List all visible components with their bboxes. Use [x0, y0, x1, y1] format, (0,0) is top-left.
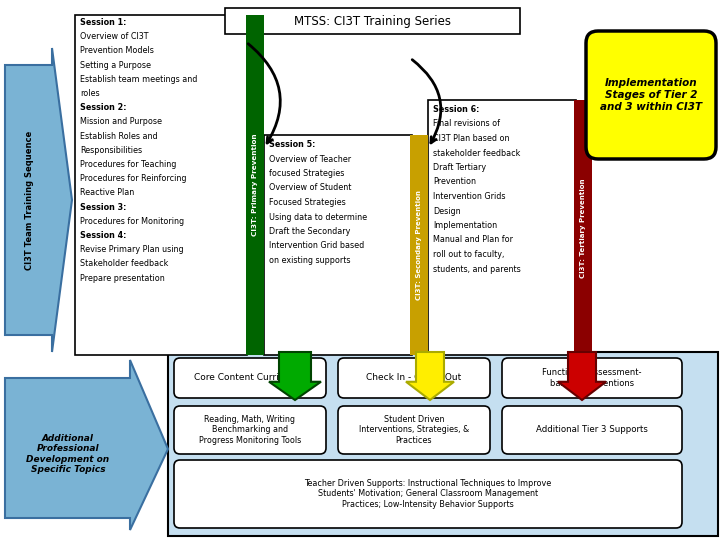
- Text: Establish Roles and: Establish Roles and: [80, 132, 158, 140]
- Text: Prevention Models: Prevention Models: [80, 46, 154, 56]
- Text: Session 6:: Session 6:: [433, 105, 480, 114]
- Text: CI3T: Tertiary Prevention: CI3T: Tertiary Prevention: [580, 178, 586, 278]
- Text: Session 2:: Session 2:: [80, 103, 127, 112]
- Text: CI3T Plan based on: CI3T Plan based on: [433, 134, 510, 143]
- Text: Revise Primary Plan using: Revise Primary Plan using: [80, 245, 184, 254]
- Text: Procedures for Teaching: Procedures for Teaching: [80, 160, 176, 169]
- Text: Stakeholder feedback: Stakeholder feedback: [80, 259, 168, 268]
- Text: Prevention: Prevention: [433, 178, 476, 186]
- Text: Implementation
Stages of Tier 2
and 3 within CI3T: Implementation Stages of Tier 2 and 3 wi…: [600, 78, 702, 112]
- Text: Overview of CI3T: Overview of CI3T: [80, 32, 148, 41]
- Text: Manual and Plan for: Manual and Plan for: [433, 235, 513, 245]
- Text: Session 1:: Session 1:: [80, 18, 127, 27]
- Polygon shape: [5, 360, 168, 530]
- FancyBboxPatch shape: [502, 406, 682, 454]
- FancyBboxPatch shape: [586, 31, 716, 159]
- Bar: [246, 15, 264, 355]
- FancyBboxPatch shape: [502, 358, 682, 398]
- Text: students, and parents: students, and parents: [433, 265, 521, 273]
- FancyBboxPatch shape: [174, 358, 326, 398]
- Text: Procedures for Monitoring: Procedures for Monitoring: [80, 217, 184, 226]
- Text: Session 5:: Session 5:: [269, 140, 315, 149]
- Text: Mission and Purpose: Mission and Purpose: [80, 117, 162, 126]
- Text: Intervention Grid based: Intervention Grid based: [269, 241, 364, 251]
- Text: Using data to determine: Using data to determine: [269, 213, 367, 221]
- Text: roles: roles: [80, 89, 99, 98]
- Text: MTSS: CI3T Training Series: MTSS: CI3T Training Series: [294, 15, 451, 28]
- FancyBboxPatch shape: [174, 406, 326, 454]
- Text: CI3T: Primary Prevention: CI3T: Primary Prevention: [252, 134, 258, 237]
- Polygon shape: [269, 352, 321, 400]
- Bar: [168, 352, 718, 536]
- Text: Teacher Driven Supports: Instructional Techniques to Improve
Students' Motivatio: Teacher Driven Supports: Instructional T…: [305, 479, 552, 509]
- Text: Additional Tier 3 Supports: Additional Tier 3 Supports: [536, 426, 648, 435]
- Bar: [410, 135, 428, 355]
- FancyBboxPatch shape: [338, 358, 490, 398]
- Text: Focused Strategies: Focused Strategies: [269, 198, 346, 207]
- Text: Student Driven
Interventions, Strategies, &
Practices: Student Driven Interventions, Strategies…: [359, 415, 469, 445]
- Text: Prepare presentation: Prepare presentation: [80, 274, 165, 282]
- Text: CI3T Team Training Sequence: CI3T Team Training Sequence: [25, 130, 35, 269]
- Text: Reactive Plan: Reactive Plan: [80, 188, 134, 198]
- Text: Reading, Math, Writing
Benchmarking and
Progress Monitoring Tools: Reading, Math, Writing Benchmarking and …: [199, 415, 301, 445]
- Polygon shape: [406, 352, 454, 400]
- Text: Implementation: Implementation: [433, 221, 497, 230]
- Text: CI3T: Secondary Prevention: CI3T: Secondary Prevention: [416, 190, 422, 300]
- Bar: [264, 135, 412, 355]
- Text: stakeholder feedback: stakeholder feedback: [433, 148, 521, 158]
- FancyBboxPatch shape: [338, 406, 490, 454]
- Text: Intervention Grids: Intervention Grids: [433, 192, 505, 201]
- Bar: [428, 100, 576, 355]
- Text: Draft Tertiary: Draft Tertiary: [433, 163, 486, 172]
- Text: Setting a Purpose: Setting a Purpose: [80, 60, 151, 70]
- Text: focused Strategies: focused Strategies: [269, 169, 344, 178]
- Text: Check In - Check Out: Check In - Check Out: [366, 374, 462, 382]
- Text: Procedures for Reinforcing: Procedures for Reinforcing: [80, 174, 186, 183]
- Text: Overview of Student: Overview of Student: [269, 184, 351, 192]
- Text: Design: Design: [433, 206, 461, 215]
- Polygon shape: [558, 352, 606, 400]
- Bar: [574, 100, 592, 355]
- Text: Additional
Professional
Development on
Specific Topics: Additional Professional Development on S…: [27, 434, 109, 474]
- Bar: [225, 8, 520, 34]
- Text: on existing supports: on existing supports: [269, 256, 351, 265]
- Polygon shape: [5, 48, 72, 352]
- Text: Overview of Teacher: Overview of Teacher: [269, 154, 351, 164]
- FancyBboxPatch shape: [174, 460, 682, 528]
- Text: Functional Assessment-
based Interventions: Functional Assessment- based Interventio…: [542, 368, 642, 388]
- Text: Final revisions of: Final revisions of: [433, 119, 500, 129]
- Text: Draft the Secondary: Draft the Secondary: [269, 227, 351, 236]
- Bar: [75, 15, 247, 355]
- Text: Session 4:: Session 4:: [80, 231, 127, 240]
- Text: Responsibilities: Responsibilities: [80, 146, 142, 155]
- Text: roll out to faculty,: roll out to faculty,: [433, 250, 505, 259]
- Text: Session 3:: Session 3:: [80, 202, 127, 212]
- Text: Core Content Curriculum: Core Content Curriculum: [194, 374, 306, 382]
- Text: Establish team meetings and: Establish team meetings and: [80, 75, 197, 84]
